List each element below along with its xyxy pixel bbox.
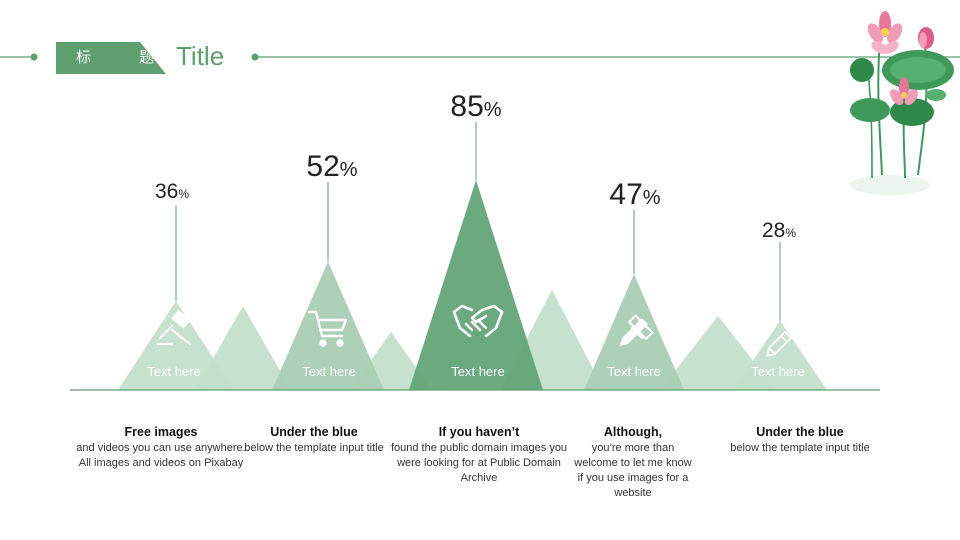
description-body: you’re more than welcome to let me know … — [574, 442, 692, 499]
description-block: Under the blue below the template input … — [730, 425, 870, 456]
percentage-value: 47 — [609, 178, 643, 211]
value-triangle — [733, 320, 827, 390]
triangle-label: Text here — [302, 364, 356, 379]
triangle-label: Text here — [607, 364, 661, 379]
description-heading: Although, — [603, 425, 663, 439]
title-badge — [56, 42, 166, 74]
percentage-label: 85% — [416, 90, 536, 124]
page-title: Title — [176, 41, 225, 71]
pencil-icon — [766, 331, 792, 357]
description-block: Under the blue below the template input … — [244, 425, 384, 456]
percentage-value: 28 — [761, 219, 786, 242]
percentage-value: 85 — [450, 90, 484, 123]
gavel-icon — [156, 309, 192, 346]
percentage-unit: % — [642, 187, 661, 209]
description-body: below the template input title — [244, 442, 384, 454]
triangle-label: Text here — [147, 364, 201, 379]
handshake-icon — [452, 304, 504, 338]
percentage-label: 47% — [575, 178, 695, 212]
percentage-unit: % — [178, 187, 190, 201]
description-heading: Under the blue — [270, 425, 358, 439]
percentage-label: 28% — [719, 219, 839, 243]
percentage-unit: % — [483, 99, 502, 121]
description-body: found the public domain images you were … — [390, 442, 568, 484]
connector-lines — [175, 122, 781, 321]
description-block: Although, you’re more than welcome to le… — [573, 425, 693, 501]
header-dot-left — [30, 53, 38, 61]
pencil-ruler-icon — [620, 314, 654, 346]
main-triangles — [118, 180, 827, 390]
description-body: and videos you can use anywhere. All ima… — [76, 442, 246, 469]
percentage-value: 52 — [306, 150, 340, 183]
description-body: below the template input title — [730, 442, 870, 454]
percentage-unit: % — [339, 159, 358, 181]
triangle-label: Text here — [451, 364, 505, 379]
description-heading: Under the blue — [756, 425, 844, 439]
value-triangle — [272, 261, 384, 390]
percentage-unit: % — [785, 226, 797, 240]
description-heading: Free images — [124, 425, 198, 439]
percentage-label: 36% — [112, 180, 232, 204]
header-dot-right — [251, 53, 259, 61]
value-triangle — [118, 301, 234, 390]
triangle-label: Text here — [751, 364, 805, 379]
title-badge-text: 标 题 — [76, 49, 177, 66]
description-block: If you haven’t found the public domain i… — [389, 425, 569, 486]
description-heading: If you haven’t — [438, 425, 520, 439]
percentage-value: 36 — [154, 180, 179, 203]
description-block: Free images and videos you can use anywh… — [71, 425, 251, 471]
value-triangle — [409, 180, 543, 390]
shopping-cart-icon — [307, 310, 348, 347]
percentage-label: 52% — [272, 150, 392, 184]
lotus-illustration — [850, 11, 954, 195]
